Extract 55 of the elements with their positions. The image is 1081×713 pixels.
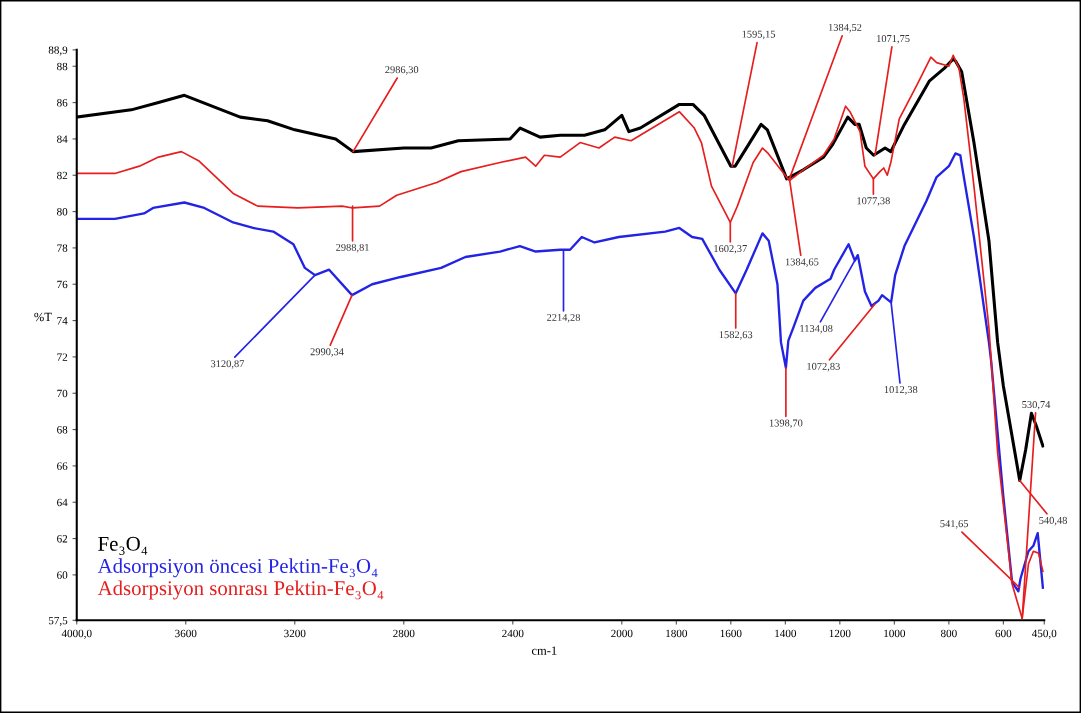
x-tick-label: 1200 [829,629,851,638]
annotation: 1012,38 [884,386,918,395]
y-tick-label: 74 [57,317,68,325]
y-tick-label: 62 [57,535,68,543]
x-tick-label: 1400 [775,629,797,638]
annotation: 2990,34 [310,348,344,357]
y-tick-label: 57,5 [48,616,68,626]
x-tick-label: 4000,0 [61,629,92,639]
y-tick-label: 88 [57,62,68,71]
y-tick-label: 72 [57,353,68,361]
y-axis-title: %T [34,312,52,322]
x-tick-label: 3200 [284,629,306,638]
annotation: 1071,75 [877,35,910,44]
annotation: 2988,81 [336,243,369,253]
annotation: 3120,87 [211,360,245,369]
annotation: 1384,52 [828,23,862,33]
x-tick-label: 2000 [611,629,633,638]
x-tick-label: 1000 [884,629,906,638]
x-tick-label: 2800 [393,629,415,638]
x-tick-label: 800 [940,629,957,638]
y-tick-label: 88,9 [48,46,68,56]
annotation: 2214,28 [547,313,581,323]
annotation: 530,74 [1022,401,1051,410]
y-tick-label: 60 [57,571,68,579]
y-tick-label: 70 [57,389,68,398]
x-tick-label: 3600 [175,629,197,638]
annotation: 1595,15 [742,30,776,40]
y-tick-label: 80 [57,208,68,216]
annotation: 1602,37 [714,245,747,254]
y-tick-label: 66 [57,462,68,470]
text: Fe₃O₄ [98,536,148,555]
y-tick-label: 84 [57,135,68,143]
annotation: 541,65 [940,520,969,529]
annotation: 1077,38 [857,197,890,206]
y-tick-label: 82 [57,171,68,180]
x-tick-label: 1600 [720,629,742,638]
annotation: 1072,83 [807,362,840,372]
annotation: 2986,30 [385,66,419,75]
y-tick-label: 68 [57,426,68,434]
x-tick-label: 2400 [502,629,524,638]
y-tick-label: 86 [57,99,68,107]
text: Adsorpsiyon öncesi Pektin-Fe₃O₄ [97,558,378,578]
text: Adsorpsiyon sonrası Pektin-Fe₃O₄ [97,580,384,600]
annotation: 1384,65 [785,258,819,267]
x-tick-label: 600 [995,629,1012,638]
x-tick-label: 1800 [666,629,688,638]
annotation: 1398,70 [769,419,803,429]
y-tick-label: 78 [57,244,68,252]
x-tick-label: 450,0 [1031,629,1057,639]
annotation: 540,48 [1039,516,1067,526]
y-tick-label: 76 [57,280,68,289]
annotation: 1134,08 [800,324,833,334]
annotation: 1582,63 [719,331,753,340]
x-axis-title: cm-1 [531,646,557,655]
y-tick-label: 64 [57,498,68,507]
